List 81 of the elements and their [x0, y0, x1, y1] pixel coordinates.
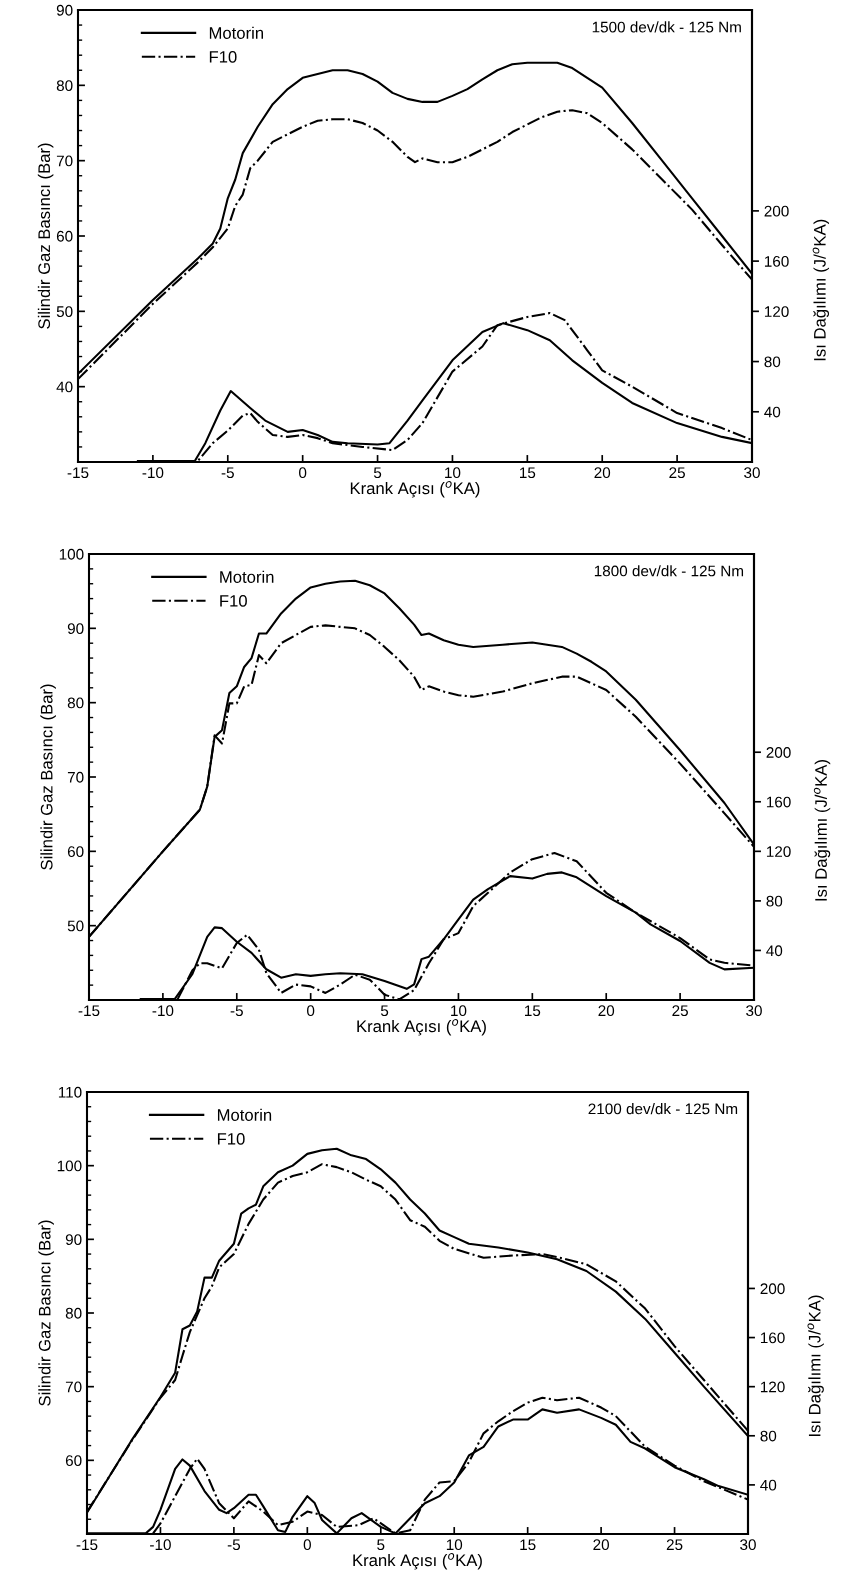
y2-tick-label: 200 — [766, 747, 791, 758]
y2-tick-label: 160 — [766, 796, 791, 808]
x-tick-label: 0 — [303, 1539, 311, 1551]
y-tick-label: 90 — [67, 623, 84, 635]
y-tick-label: 80 — [56, 80, 73, 92]
y2-tick-label: 120 — [766, 846, 791, 858]
y-tick-label: 100 — [57, 1160, 82, 1172]
y2-tick-label: 160 — [764, 255, 789, 267]
y2-tick-label: 200 — [760, 1283, 785, 1295]
y2-axis-title: Isı Dağılımı (J/$^{o}$KA) — [812, 219, 830, 361]
y-tick-label: 90 — [56, 4, 73, 16]
x-tick-label: 10 — [445, 467, 461, 479]
y2-tick-label: 80 — [764, 356, 781, 368]
y-tick-label: 50 — [56, 306, 73, 318]
x-tick-label: -10 — [142, 467, 164, 479]
x-axis-title: Krank Açısı ($^{o}$KA) — [353, 1553, 482, 1570]
x-tick-label: 15 — [520, 467, 536, 479]
y-tick-label: 70 — [56, 155, 73, 167]
x-tick-label: 0 — [299, 467, 307, 479]
legend-label: F10 — [217, 1132, 245, 1145]
annotation: 2100 dev/dk - 125 Nm — [588, 1103, 738, 1115]
annotation: 1500 dev/dk - 125 Nm — [592, 21, 741, 33]
x-tick-label: 25 — [672, 1005, 688, 1017]
y-axis-title: Silindir Gaz Basıncı (Bar) — [38, 1220, 54, 1406]
y-axis-title: Silindir Gaz Basıncı (Bar) — [40, 684, 56, 870]
x-tick-label: -15 — [78, 1005, 100, 1017]
y-tick-label: 90 — [65, 1234, 82, 1246]
x-tick-label: 5 — [373, 467, 382, 479]
legend-label: Motorin — [217, 1108, 272, 1121]
x-tick-label: 5 — [380, 1005, 389, 1017]
x-tick-label: 0 — [307, 1005, 315, 1017]
x-tick-label: 30 — [744, 467, 760, 479]
y-tick-label: 110 — [58, 1086, 82, 1098]
x-tick-label: 20 — [598, 1005, 615, 1017]
legend-label: F10 — [209, 50, 237, 63]
y-tick-label: 100 — [59, 548, 84, 560]
legend-label: F10 — [220, 594, 247, 607]
x-tick-label: 25 — [669, 467, 685, 479]
y2-tick-label: 40 — [760, 1479, 777, 1491]
x-tick-label: 5 — [377, 1539, 385, 1551]
y-tick-label: 60 — [56, 230, 73, 242]
y2-tick-label: 80 — [766, 895, 783, 907]
legend-label: Motorin — [209, 26, 264, 39]
x-tick-label: 10 — [451, 1005, 467, 1017]
y-tick-label: 60 — [65, 1455, 82, 1467]
y2-axis-title: Isı Dağılımı (J/$^{o}$KA) — [813, 760, 831, 901]
y-tick-label: 60 — [67, 846, 84, 858]
x-tick-label: 15 — [520, 1539, 536, 1551]
y-tick-label: 70 — [65, 1381, 82, 1393]
y2-tick-label: 160 — [760, 1332, 785, 1344]
x-tick-label: 20 — [594, 467, 611, 479]
x-tick-label: 20 — [593, 1539, 610, 1551]
x-axis-title: Krank Açısı ($^{o}$KA) — [357, 1019, 486, 1036]
x-tick-label: 25 — [666, 1539, 683, 1551]
x-tick-label: 30 — [746, 1005, 762, 1017]
x-tick-label: -15 — [76, 1539, 98, 1551]
y2-axis-title: Isı Dağılımı (J/$^{o}$KA) — [807, 1295, 824, 1436]
y-tick-label: 80 — [65, 1307, 82, 1319]
x-tick-label: 30 — [740, 1539, 756, 1551]
x-axis-title: Krank Açısı ($^{o}$KA) — [350, 481, 480, 498]
x-tick-label: -10 — [150, 1539, 171, 1551]
y2-tick-label: 80 — [760, 1430, 777, 1442]
y-tick-label: 40 — [56, 381, 73, 393]
y2-tick-label: 120 — [764, 306, 789, 318]
x-tick-label: -5 — [227, 1539, 241, 1551]
y-tick-label: 80 — [67, 697, 84, 709]
legend-label: Motorin — [220, 570, 274, 583]
y2-tick-label: 120 — [760, 1381, 785, 1393]
x-tick-label: -5 — [230, 1005, 243, 1017]
x-tick-label: -10 — [152, 1005, 174, 1017]
y2-tick-label: 40 — [766, 945, 783, 957]
y2-tick-label: 40 — [764, 406, 781, 418]
annotation: 1800 dev/dk - 125 Nm — [594, 565, 744, 577]
x-tick-label: 10 — [446, 1539, 463, 1551]
x-tick-label: -15 — [67, 467, 89, 479]
y-tick-label: 70 — [67, 771, 84, 783]
y2-tick-label: 200 — [764, 205, 789, 217]
x-tick-label: 15 — [525, 1005, 541, 1017]
x-tick-label: -5 — [221, 467, 234, 479]
y-tick-label: 50 — [67, 920, 84, 932]
y-axis-title: Silindir Gaz Basıncı (Bar) — [37, 143, 54, 329]
